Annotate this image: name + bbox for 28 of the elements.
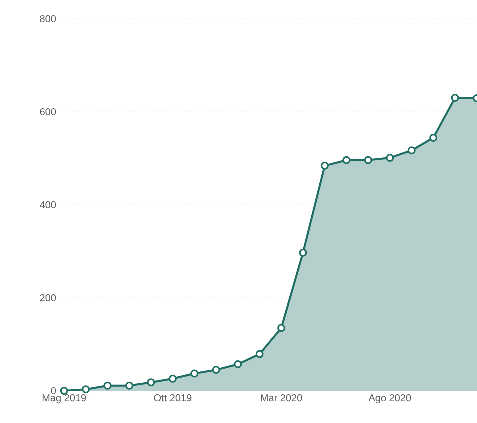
point [386, 154, 394, 162]
point [364, 156, 372, 164]
x-tick-label: Ott 2019 [154, 394, 192, 402]
point [430, 134, 438, 142]
point [278, 324, 286, 332]
point [168, 374, 177, 383]
point [126, 382, 134, 390]
point [408, 146, 416, 155]
y-tick-label: 800 [40, 15, 56, 23]
point [190, 370, 199, 378]
x-tick-label: Mag 2019 [42, 394, 86, 404]
point [60, 386, 68, 395]
x-tick-label: Ago 2020 [368, 394, 412, 404]
point [234, 360, 242, 368]
point [104, 382, 112, 390]
point [147, 378, 156, 387]
y-tick-label: 400 [40, 201, 56, 209]
point [299, 248, 308, 257]
x-tick-label: Mar 2020 [261, 394, 302, 402]
y-tick-label: 0 [51, 387, 56, 395]
point [82, 386, 90, 394]
y-tick-label: 200 [40, 294, 56, 302]
point [256, 350, 264, 358]
point [342, 156, 351, 164]
point [212, 366, 220, 374]
point [451, 94, 460, 102]
point [320, 162, 329, 170]
y-tick-label: 600 [40, 108, 56, 116]
